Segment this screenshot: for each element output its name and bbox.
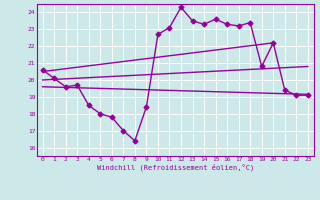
- X-axis label: Windchill (Refroidissement éolien,°C): Windchill (Refroidissement éolien,°C): [97, 164, 254, 171]
